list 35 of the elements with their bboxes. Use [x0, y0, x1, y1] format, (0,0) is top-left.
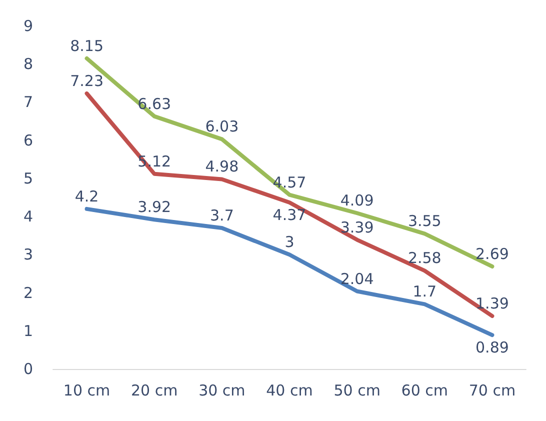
y-tick-label: 9	[23, 17, 33, 35]
data-label: 3	[284, 233, 294, 252]
x-tick-label: 60 cm	[401, 382, 448, 400]
x-tick-label: 40 cm	[266, 382, 313, 400]
y-tick-label: 2	[23, 284, 33, 302]
y-tick-label: 3	[23, 246, 33, 264]
data-label: 3.39	[340, 218, 374, 236]
y-tick-label: 6	[23, 131, 33, 150]
data-label: 8.15	[70, 36, 104, 55]
data-label: 2.58	[408, 249, 442, 268]
data-label: 4.2	[74, 187, 99, 206]
data-label: 1.39	[476, 294, 509, 313]
data-label: 4.09	[340, 192, 374, 210]
data-label: 0.89	[476, 338, 509, 357]
x-tick-label: 30 cm	[198, 382, 246, 400]
x-tick-label: 70 cm	[468, 382, 516, 400]
y-tick-label: 4	[23, 208, 33, 226]
data-label: 4.98	[205, 158, 239, 176]
y-tick-label: 0	[23, 360, 33, 378]
data-label: 1.7	[412, 282, 437, 301]
data-label: 2.69	[476, 244, 509, 263]
y-tick-label: 8	[23, 55, 33, 74]
data-label: 3.92	[138, 198, 172, 216]
y-tick-label: 7	[23, 93, 33, 112]
data-label: 4.37	[272, 206, 306, 224]
data-label: 3.55	[408, 212, 442, 230]
x-tick-label: 50 cm	[334, 382, 380, 400]
data-label: 2.04	[340, 270, 374, 288]
x-tick-label: 20 cm	[131, 382, 178, 400]
data-label: 3.7	[210, 206, 234, 224]
y-tick-label: 5	[23, 169, 33, 188]
y-tick-label: 1	[23, 322, 33, 340]
data-label: 7.23	[70, 72, 104, 90]
data-label: 6.03	[205, 118, 239, 136]
x-tick-label: 10 cm	[63, 382, 110, 400]
